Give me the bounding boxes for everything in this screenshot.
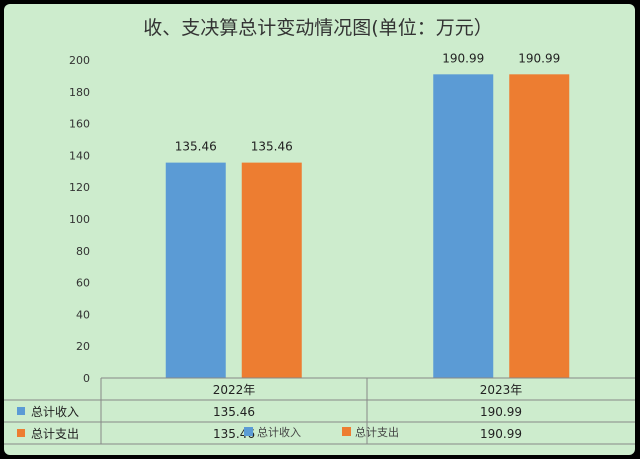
y-tick-label: 0 xyxy=(83,372,90,385)
y-tick-label: 80 xyxy=(76,245,90,258)
table-legend-swatch xyxy=(17,429,25,437)
bar-expense xyxy=(509,74,570,378)
y-tick-label: 40 xyxy=(76,308,90,321)
table-cell: 190.99 xyxy=(480,405,522,419)
bar-data-label: 135.46 xyxy=(175,140,217,154)
bar-chart: 收、支决算总计变动情况图(单位：万元） 0 20 40 60 80 100 120 140 16… xyxy=(4,17,635,445)
category-label: 2022年 xyxy=(213,383,256,397)
table-row-header: 总计支出 xyxy=(31,427,79,441)
legend-swatch xyxy=(244,427,253,436)
bar-data-label: 190.99 xyxy=(442,51,484,65)
y-tick-label: 180 xyxy=(69,86,90,99)
bar-income xyxy=(433,74,494,378)
bar-expense xyxy=(241,162,302,378)
y-tick-label: 100 xyxy=(69,213,90,226)
chart-title: 收、支决算总计变动情况图(单位：万元） xyxy=(143,17,492,39)
bar-data-label: 135.46 xyxy=(251,140,293,154)
y-tick-label: 20 xyxy=(76,340,90,353)
legend: 总计收入 总计支出 xyxy=(244,425,399,439)
legend-swatch xyxy=(342,427,351,436)
category-label: 2023年 xyxy=(480,383,523,397)
y-tick-label: 120 xyxy=(69,181,90,194)
y-tick-label: 140 xyxy=(69,149,90,162)
table-cell: 135.46 xyxy=(213,405,255,419)
bar-data-label: 190.99 xyxy=(518,51,560,65)
table-legend-swatch xyxy=(17,407,25,415)
chart-frame: 收、支决算总计变动情况图(单位：万元） 0 20 40 60 80 100 120 140 16… xyxy=(4,4,635,455)
table-cell: 190.99 xyxy=(480,427,522,441)
y-tick-label: 60 xyxy=(76,277,90,290)
table-row-header: 总计收入 xyxy=(31,405,79,419)
y-axis: 0 20 40 60 80 100 120 140 160 180 200 xyxy=(69,54,90,385)
y-tick-label: 160 xyxy=(69,118,90,131)
bars: 135.46 135.46 190.99 190.99 xyxy=(165,51,570,378)
bar-income xyxy=(165,162,226,378)
legend-label: 总计收入 xyxy=(257,425,301,439)
legend-label: 总计支出 xyxy=(355,425,399,439)
y-tick-label: 200 xyxy=(69,54,90,67)
